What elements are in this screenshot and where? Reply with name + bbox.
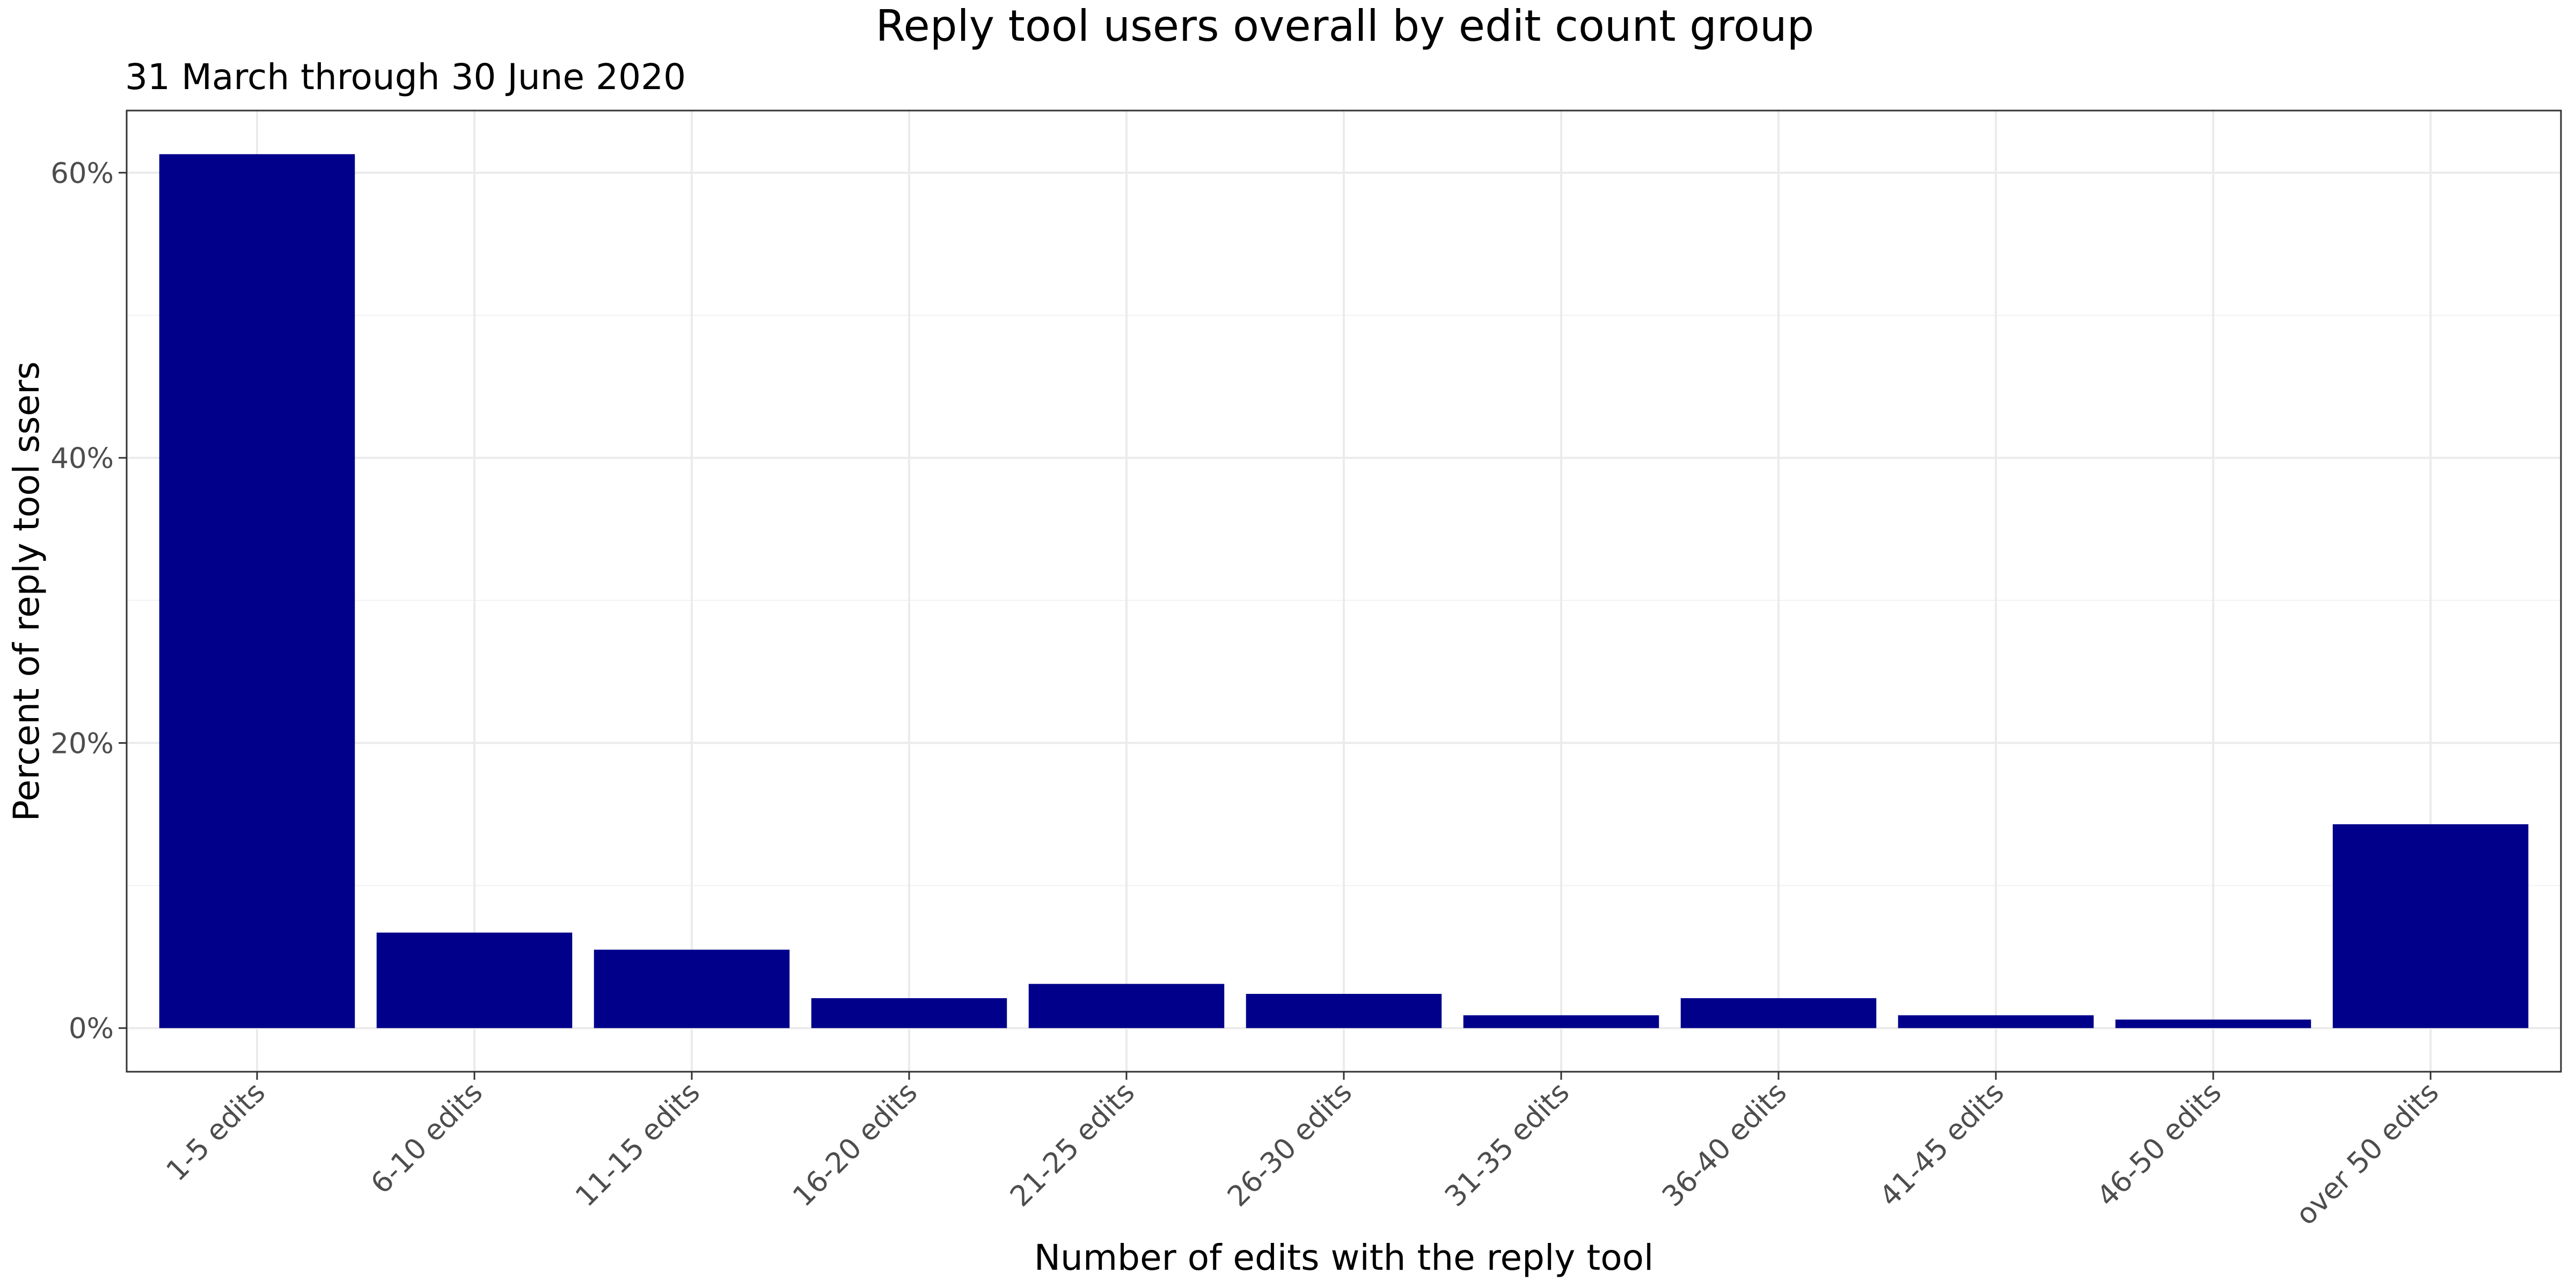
y-tick-label: 20% xyxy=(50,727,114,760)
y-tick-label: 0% xyxy=(69,1013,114,1045)
bar xyxy=(159,154,355,1028)
bar xyxy=(376,932,573,1028)
y-tick-label: 40% xyxy=(50,442,114,475)
x-axis-title: Number of edits with the reply tool xyxy=(1034,1237,1654,1278)
bar xyxy=(2115,1019,2311,1028)
x-tick-label: 41-45 edits xyxy=(1874,1076,2010,1213)
chart-subtitle: 31 March through 30 June 2020 xyxy=(125,56,686,98)
bar xyxy=(1028,984,1225,1028)
x-tick-label: 16-20 edits xyxy=(787,1076,924,1213)
x-tick-label: 1-5 edits xyxy=(160,1076,272,1188)
bar xyxy=(2332,824,2529,1028)
x-tick-label: over 50 edits xyxy=(2289,1076,2445,1232)
x-tick-label: 26-30 edits xyxy=(1221,1076,1358,1213)
x-tick-label: 31-35 edits xyxy=(1439,1076,1576,1213)
x-tick-label: 6-10 edits xyxy=(365,1076,489,1201)
bar xyxy=(811,998,1007,1028)
bars xyxy=(159,154,2529,1028)
y-axis-title: Percent of reply tool ssers xyxy=(6,361,47,821)
bar xyxy=(1246,993,1442,1028)
y-tick-label: 60% xyxy=(50,157,114,190)
x-tick-label: 11-15 edits xyxy=(569,1076,706,1213)
bar xyxy=(1463,1015,1659,1028)
bar xyxy=(1680,998,1877,1028)
chart-title: Reply tool users overall by edit count g… xyxy=(876,1,1814,51)
y-axis: 0% 20% 40% 60% xyxy=(50,157,127,1045)
bar xyxy=(1898,1015,2094,1028)
x-tick-label: 46-50 edits xyxy=(2091,1076,2228,1213)
x-axis: 1-5 edits 6-10 edits 11-15 edits 16-20 edit… xyxy=(160,1072,2445,1232)
gridlines xyxy=(127,111,2561,1072)
bar xyxy=(594,949,790,1028)
x-tick-label: 36-40 edits xyxy=(1656,1076,1793,1213)
x-tick-label: 21-25 edits xyxy=(1004,1076,1141,1213)
